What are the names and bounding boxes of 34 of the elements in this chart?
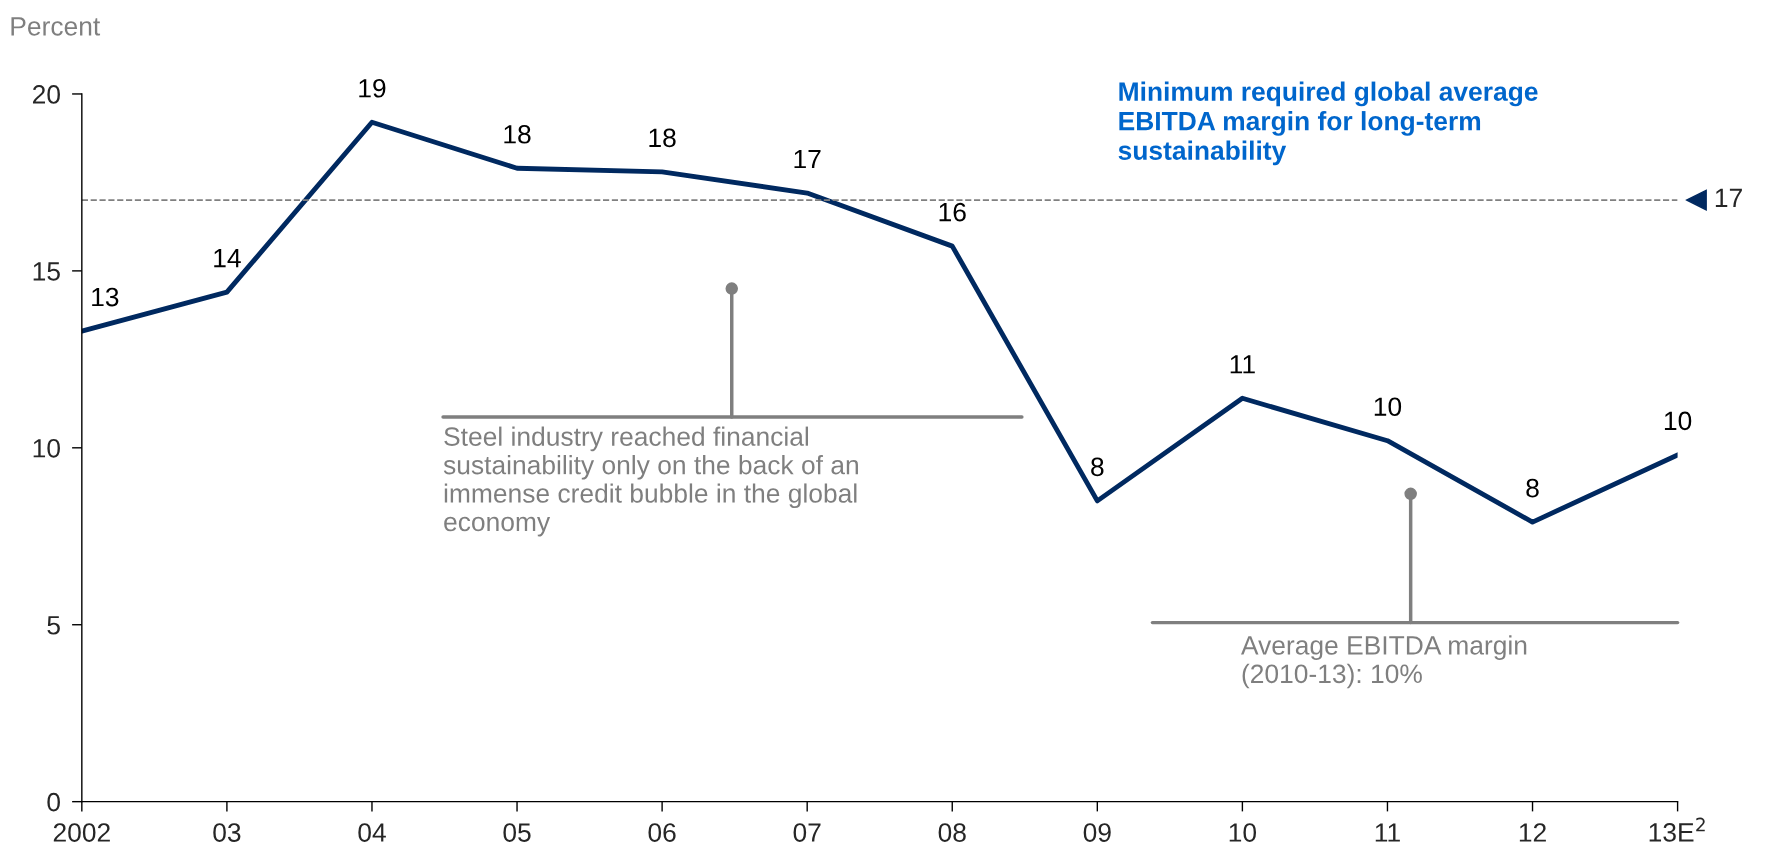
x-tick-label: 03 bbox=[213, 823, 241, 842]
data-label: 14 bbox=[214, 249, 241, 268]
data-label: 10 bbox=[1664, 411, 1692, 431]
x-tick-label: 10 bbox=[1229, 823, 1257, 842]
x-tick-label: 06 bbox=[648, 823, 676, 842]
data-label: 11 bbox=[1230, 355, 1255, 374]
ref-line-label: Minimum required global average EBITDA margin for long-term sustainability bbox=[1118, 81, 1538, 166]
x-tick-label: 08 bbox=[938, 823, 966, 842]
annotation: 17 bbox=[1715, 188, 1742, 207]
y-tick-label: 5 bbox=[47, 616, 60, 635]
x-tick-label: 04 bbox=[358, 823, 386, 842]
data-label: 8 bbox=[1091, 457, 1104, 477]
y-tick-label: 20 bbox=[32, 85, 60, 104]
data-label: 18 bbox=[504, 124, 531, 144]
x-tick-label: 05 bbox=[503, 823, 531, 842]
x-tick-label: 12 bbox=[1519, 823, 1546, 842]
x-tick-label: 2002 bbox=[53, 823, 110, 842]
data-label: 10 bbox=[1374, 397, 1402, 417]
y-axis-title: Percent bbox=[11, 17, 101, 36]
data-label: 16 bbox=[939, 202, 966, 222]
annotation: Steel industry reached financial sustainability only on the back of an immense credit bubble in the global economy bbox=[443, 426, 858, 537]
x-tick-label: 07 bbox=[793, 823, 821, 842]
x-tick-label: 09 bbox=[1083, 823, 1111, 842]
x-tick-label: 13E$^{2}$ bbox=[1649, 817, 1705, 842]
y-tick-label: 10 bbox=[33, 438, 60, 458]
x-tick-label: 11 bbox=[1375, 823, 1400, 842]
data-label: 13 bbox=[92, 287, 119, 307]
data-label: 19 bbox=[359, 78, 386, 98]
y-tick-label: 0 bbox=[47, 792, 60, 812]
y-tick-label: 15 bbox=[33, 262, 60, 281]
data-label: 18 bbox=[649, 128, 676, 148]
data-label: 17 bbox=[794, 149, 821, 169]
annotation: Average EBITDA margin (2010-13): 10% bbox=[1240, 635, 1527, 689]
data-label: 8 bbox=[1526, 478, 1539, 498]
